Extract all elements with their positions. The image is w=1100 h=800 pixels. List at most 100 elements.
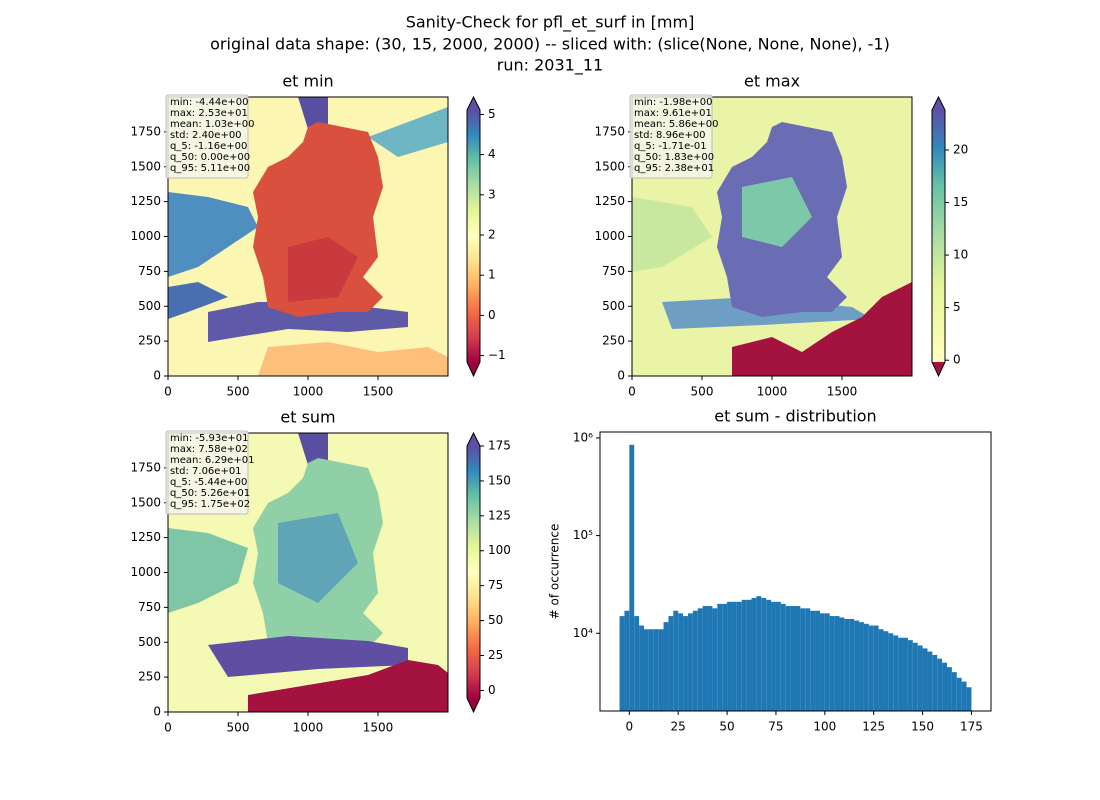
bar (678, 613, 684, 711)
x-tick-label: 1000 (293, 385, 324, 399)
stats-text: q_95: 2.38e+01 (634, 163, 714, 174)
bar (722, 603, 728, 711)
bar (829, 616, 835, 711)
bar (937, 658, 943, 711)
stats-text: q_50: 5.26e+01 (170, 488, 250, 499)
stats-text: q_95: 5.11e+00 (170, 163, 250, 174)
y-tick-label: 1000 (594, 229, 625, 243)
bar (746, 599, 752, 711)
stats-text: mean: 5.86e+00 (634, 119, 718, 130)
bar (790, 606, 796, 711)
bar (942, 662, 948, 711)
bar (643, 629, 649, 711)
stats-text: min: -4.44e+00 (170, 97, 249, 108)
y-tick-label: 750 (602, 264, 625, 278)
stats-box (165, 94, 249, 179)
x-tick-label: 0 (626, 720, 634, 734)
colorbar-extend (467, 97, 480, 110)
bar (898, 637, 904, 711)
y-tick-label: 250 (138, 670, 161, 684)
x-tick-label: 1000 (293, 721, 324, 735)
colorbar-tick-label: 175 (488, 439, 511, 453)
suptitle: original data shape: (30, 15, 2000, 2000… (210, 35, 890, 54)
bar (731, 601, 737, 711)
bar (883, 631, 889, 711)
y-tick-label: 0 (153, 369, 161, 383)
bar (624, 610, 630, 711)
bar (839, 617, 845, 711)
colorbar-tick-label: 20 (953, 142, 968, 156)
y-tick-label: 250 (602, 334, 625, 348)
stats-text: max: 9.61e+01 (634, 108, 712, 119)
y-tick-label: 750 (138, 264, 161, 278)
bar (658, 629, 664, 711)
colorbar (467, 446, 480, 698)
bar (619, 616, 625, 711)
x-tick-label: 0 (628, 385, 636, 399)
bar (629, 444, 635, 711)
bar (751, 597, 757, 711)
axes-title: et sum - distribution (714, 407, 876, 426)
x-tick-label: 25 (671, 720, 686, 734)
bar (639, 625, 644, 711)
y-tick-label: 1000 (130, 565, 161, 579)
x-tick-label: 1500 (827, 385, 858, 399)
y-tick-label: 750 (138, 600, 161, 614)
colorbar-extend (467, 433, 480, 446)
colorbar (932, 110, 945, 362)
colorbar-tick-label: 50 (488, 613, 503, 627)
y-tick-label: 500 (138, 635, 161, 649)
colorbar-frame (466, 95, 481, 378)
axes-title: et min (282, 72, 333, 91)
bar (795, 606, 801, 711)
colorbar-tick-label: 0 (488, 683, 496, 697)
bar (717, 603, 723, 711)
bar (819, 613, 825, 711)
x-tick-label: 1000 (757, 385, 788, 399)
x-tick-label: 500 (227, 721, 250, 735)
suptitle: run: 2031_11 (497, 56, 603, 76)
y-tick-label: 1750 (130, 124, 161, 138)
bar (712, 608, 718, 711)
x-tick-label: 175 (960, 720, 983, 734)
bar (873, 625, 879, 711)
y-tick-label: 10⁵ (573, 528, 593, 542)
bar (868, 625, 874, 711)
colorbar-tick-label: 2 (488, 227, 496, 241)
bar (634, 616, 640, 711)
bar (922, 648, 928, 711)
bar (903, 637, 908, 711)
colorbar-extend (467, 698, 480, 712)
colorbar-extend (932, 97, 945, 110)
colorbar-tick-label: 4 (488, 147, 496, 161)
bar (687, 613, 693, 711)
colorbar-tick-label: 0 (488, 308, 496, 322)
bar (683, 616, 688, 711)
bar (756, 596, 762, 711)
colorbar-frame (931, 95, 946, 378)
y-tick-label: 0 (617, 369, 625, 383)
bar (775, 601, 781, 711)
bar (653, 629, 659, 711)
stats-text: mean: 6.29e+01 (170, 455, 254, 466)
bar (907, 640, 913, 711)
colorbar (467, 110, 480, 362)
stats-text: max: 7.58e+02 (170, 444, 248, 455)
bar (736, 601, 742, 711)
stats-text: min: -1.98e+00 (634, 97, 713, 108)
colorbar-tick-label: 15 (953, 195, 968, 209)
y-tick-label: 10⁴ (573, 626, 593, 640)
bar (761, 597, 767, 711)
colorbar-tick-label: 125 (488, 508, 511, 522)
y-axis-label: # of occurrence (548, 524, 562, 620)
bar (927, 651, 933, 711)
stats-text: min: -5.93e+01 (170, 433, 249, 444)
bar (863, 623, 869, 711)
axes-title: et max (744, 72, 800, 91)
y-tick-label: 1750 (594, 124, 625, 138)
y-tick-label: 1250 (130, 194, 161, 208)
x-tick-label: 500 (227, 385, 250, 399)
y-tick-label: 10⁶ (573, 430, 593, 444)
bar (854, 620, 860, 711)
